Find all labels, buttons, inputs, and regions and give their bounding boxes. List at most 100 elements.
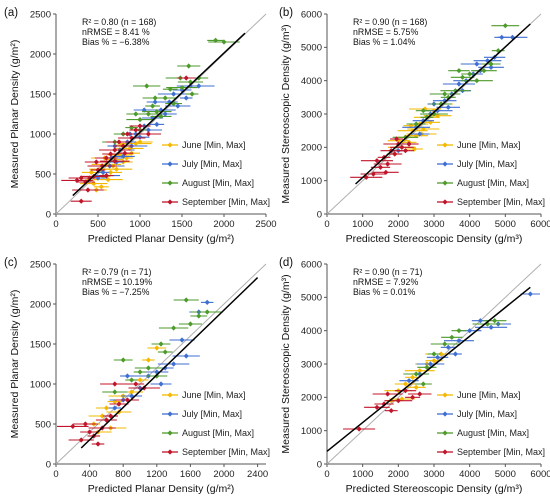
chart-3-point	[204, 299, 210, 305]
chart-4-legend-label: June [Min, Max]	[457, 390, 521, 400]
chart-4-point	[484, 321, 491, 327]
chart-3-point	[137, 377, 143, 383]
chart-1-point	[113, 166, 120, 172]
chart-1-y-tick-label: 1000	[30, 129, 51, 140]
chart-4-point	[452, 351, 458, 357]
chart-2-y-axis-label: Measured Stereoscopic Density (g/m³)	[280, 24, 292, 203]
chart-4-x-tick-label: 2000	[388, 469, 409, 480]
chart-2-point	[377, 164, 384, 170]
chart-3-point	[78, 437, 84, 443]
chart-3-y-tick-label: 2500	[30, 259, 51, 270]
chart-2-y-tick-label: 0	[317, 209, 322, 220]
chart-1-point	[78, 198, 84, 204]
chart-4-stat-line: R² = 0.90 (n = 71)	[353, 267, 423, 277]
chart-2-point	[420, 108, 426, 114]
chart-1-y-tick-label: 0	[46, 209, 51, 220]
chart-panel-1: (a) 0 500 1000 1500 2000 2500 0 500 1000 1500 2000 2…	[4, 7, 277, 245]
chart-2-point	[420, 118, 426, 124]
chart-4-stat-line: Bias % = 0.01%	[353, 287, 416, 297]
chart-1-point	[183, 95, 189, 101]
chart-4-x-axis-label: Predicted Stereoscopic Density (g/m³)	[346, 483, 523, 495]
chart-2-point	[445, 94, 451, 100]
chart-1-stat-line: nRMSE = 8.41 %	[82, 27, 150, 37]
chart-1-legend-marker	[167, 142, 173, 148]
chart-1-point	[95, 175, 101, 181]
chart-3-point	[112, 381, 118, 387]
chart-1-point	[95, 167, 101, 173]
chart-2-y-tick-label: 5000	[301, 43, 322, 54]
chart-1-point	[74, 177, 80, 183]
chart-3-point	[179, 337, 185, 343]
chart-1-point	[137, 139, 143, 145]
chart-4-point	[413, 384, 419, 390]
chart-2-x-tick-label: 4000	[459, 219, 480, 230]
chart-4-stat-line: nRMSE = 7.92%	[353, 277, 418, 287]
chart-4-point	[410, 374, 416, 380]
chart-4-point	[388, 408, 394, 414]
chart-3-point	[145, 365, 151, 371]
chart-4-legend-marker	[442, 411, 448, 417]
chart-4-y-tick-label: 0	[317, 459, 322, 470]
chart-1-legend-label: August [Min, Max]	[182, 178, 254, 188]
chart-1-x-tick-label: 2500	[255, 219, 276, 230]
chart-1-point	[133, 127, 139, 133]
chart-3-y-tick-label: 500	[35, 419, 51, 430]
chart-4-point	[417, 368, 423, 374]
chart-1-stat-line: R² = 0.80 (n = 168)	[82, 17, 156, 27]
chart-2-legend-label: July [Min, Max]	[457, 159, 517, 169]
chart-4-panel-label: (d)	[279, 257, 293, 269]
chart-2-point	[445, 104, 451, 110]
chart-3-point	[116, 401, 122, 407]
chart-1-point	[179, 85, 185, 91]
chart-4-point	[385, 391, 391, 397]
chart-3-point	[103, 405, 109, 411]
chart-1-point	[85, 187, 91, 193]
chart-3-x-tick-label: 0	[53, 469, 58, 480]
chart-3-point	[87, 429, 93, 435]
chart-1-point	[189, 91, 195, 97]
chart-1-point	[122, 150, 128, 156]
chart-3-legend-marker	[167, 430, 173, 436]
chart-3-x-tick-label: 2400	[247, 469, 268, 480]
chart-1-point	[186, 63, 192, 69]
chart-1-point	[103, 173, 109, 179]
chart-1-point	[162, 111, 168, 117]
chart-3-point	[112, 389, 118, 395]
chart-1-point	[175, 103, 181, 109]
chart-3-point	[112, 405, 118, 411]
chart-1-legend-marker	[167, 199, 173, 205]
chart-2-y-tick-label: 2000	[301, 143, 322, 154]
chart-4-point	[413, 371, 419, 377]
chart-3-point	[95, 441, 101, 447]
chart-2-point	[392, 151, 398, 157]
chart-3-point	[187, 321, 193, 327]
chart-4-x-tick-label: 5000	[495, 469, 516, 480]
chart-1-point	[152, 99, 158, 105]
chart-3-legend-label: July [Min, Max]	[182, 409, 242, 419]
chart-2-legend-label: June [Min, Max]	[457, 140, 521, 150]
chart-1-point	[137, 123, 143, 129]
chart-3-point	[124, 373, 130, 379]
chart-4-x-tick-label: 0	[324, 469, 329, 480]
chart-1-point	[145, 111, 151, 117]
chart-3-point	[183, 297, 189, 303]
chart-1-point	[144, 83, 150, 89]
chart-1-y-tick-label: 2000	[30, 49, 51, 60]
chart-3-x-tick-label: 1600	[180, 469, 201, 480]
chart-2-stat-line: Bias % = 1.04%	[353, 37, 416, 47]
chart-2-point	[438, 101, 444, 107]
chart-3-y-axis-label: Measured Planar Density (g/m²)	[9, 290, 21, 439]
chart-1-y-tick-label: 1500	[30, 89, 51, 100]
chart-4-y-tick-label: 1000	[301, 426, 322, 437]
chart-3-legend-label: August [Min, Max]	[182, 428, 254, 438]
chart-3-point	[108, 413, 114, 419]
chart-4-point	[402, 381, 409, 387]
chart-1-legend-marker	[167, 161, 173, 167]
chart-2-point	[406, 141, 412, 147]
chart-2-point	[370, 171, 376, 177]
chart-2-legend-label: September [Min, Max]	[457, 197, 545, 207]
chart-3-point	[70, 423, 76, 429]
chart-4-y-tick-label: 5000	[301, 293, 322, 304]
chart-3-point	[103, 417, 109, 423]
